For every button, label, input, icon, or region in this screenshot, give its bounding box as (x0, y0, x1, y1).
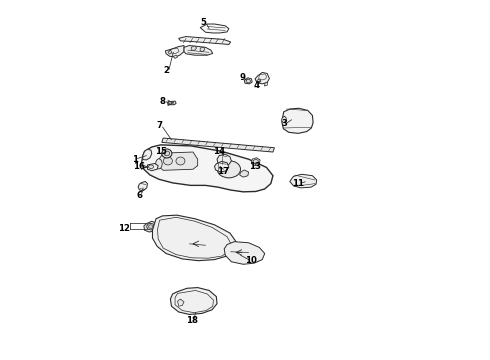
Polygon shape (166, 45, 184, 57)
Text: 15: 15 (155, 147, 167, 156)
Ellipse shape (148, 225, 153, 228)
Polygon shape (144, 221, 157, 232)
Polygon shape (152, 215, 236, 261)
Polygon shape (143, 149, 152, 160)
Polygon shape (168, 101, 176, 105)
Text: 18: 18 (186, 316, 198, 325)
Text: 4: 4 (253, 81, 260, 90)
Ellipse shape (156, 159, 162, 169)
Ellipse shape (217, 161, 241, 178)
Polygon shape (200, 47, 205, 51)
Polygon shape (184, 45, 213, 55)
Polygon shape (240, 170, 248, 177)
Polygon shape (162, 138, 274, 152)
Polygon shape (142, 145, 273, 192)
Ellipse shape (246, 79, 250, 83)
Text: 5: 5 (201, 18, 207, 27)
Text: 16: 16 (133, 162, 145, 171)
Polygon shape (177, 299, 184, 306)
Polygon shape (224, 242, 265, 264)
Polygon shape (217, 154, 231, 166)
Ellipse shape (176, 157, 185, 165)
Polygon shape (159, 152, 197, 170)
Polygon shape (255, 72, 270, 84)
Polygon shape (168, 50, 172, 54)
Polygon shape (179, 37, 231, 44)
Polygon shape (147, 163, 158, 171)
Text: 17: 17 (218, 167, 229, 176)
Polygon shape (282, 108, 313, 134)
Text: 12: 12 (118, 224, 130, 233)
Ellipse shape (253, 159, 258, 164)
Ellipse shape (147, 224, 155, 230)
Polygon shape (173, 55, 177, 58)
Ellipse shape (164, 157, 172, 165)
Text: 14: 14 (213, 147, 225, 156)
Polygon shape (290, 174, 317, 188)
Text: 2: 2 (163, 66, 169, 75)
Ellipse shape (164, 151, 170, 156)
Polygon shape (191, 46, 196, 50)
Text: 8: 8 (160, 96, 166, 105)
Polygon shape (245, 78, 252, 84)
Text: 7: 7 (157, 121, 163, 130)
Text: 10: 10 (245, 256, 257, 265)
Ellipse shape (162, 149, 172, 158)
Text: 6: 6 (136, 190, 142, 199)
Polygon shape (200, 24, 229, 33)
Polygon shape (265, 82, 268, 86)
Polygon shape (257, 79, 261, 83)
Polygon shape (215, 161, 229, 172)
Polygon shape (171, 288, 217, 315)
Polygon shape (138, 181, 147, 191)
Text: 3: 3 (281, 119, 288, 128)
Ellipse shape (168, 102, 172, 104)
Polygon shape (251, 158, 260, 166)
Text: 9: 9 (240, 73, 246, 82)
Polygon shape (282, 116, 286, 123)
Text: 13: 13 (249, 162, 261, 171)
Ellipse shape (148, 165, 153, 168)
Text: 11: 11 (292, 179, 304, 188)
Text: 1: 1 (131, 155, 138, 164)
